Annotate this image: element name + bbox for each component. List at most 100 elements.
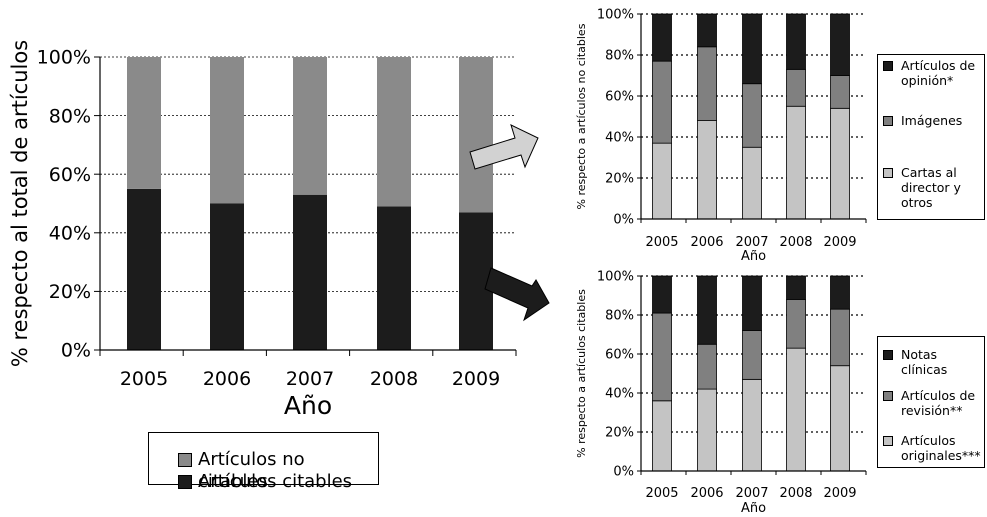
bar-notas-clinicas-2007 (742, 275, 762, 331)
bar-articulos-citables-2006 (210, 203, 244, 350)
y-tick-label: 40% (605, 131, 634, 146)
legend-label: Notas clínicas (901, 347, 948, 377)
y-tick-label: 0% (61, 340, 91, 362)
chart-1: 0% 20% 40% 60% 80% 100% 2005 2006 2007 2008 2009 Añ… (8, 40, 517, 420)
bar-articulos-no-citables-2009 (459, 57, 493, 213)
bar-articulos-originales-2008 (786, 347, 806, 472)
bar-articulos-de-opinion-2007 (742, 13, 762, 85)
legend-swatch (883, 390, 893, 401)
y-tick-label: 60% (49, 164, 91, 186)
x-tick-label: 2008 (779, 486, 812, 501)
x-axis-label: Año (741, 501, 766, 516)
y-tick-label: 0% (613, 465, 634, 480)
legend-label: Artículos citables (198, 471, 353, 492)
y-tick-label: 60% (605, 348, 634, 363)
chart-3: 0% 20% 40% 60% 80% 100% 2005 2006 2007 2008 2009 Añ… (575, 270, 867, 516)
x-tick-label: 2009 (823, 486, 856, 501)
x-tick-label: 2005 (645, 235, 678, 250)
legend-swatch (178, 452, 192, 467)
bar-articulos-de-opinion-2005 (652, 13, 672, 62)
legend-label: Artículos originales*** (901, 433, 981, 463)
x-tick-label: 2006 (690, 235, 723, 250)
bar-articulos-de-revision-2006 (697, 343, 717, 390)
y-tick-label: 100% (597, 270, 634, 285)
arrow-up-right-icon (469, 124, 539, 170)
bar-articulos-citables-2005 (127, 188, 161, 350)
x-tick-label: 2007 (735, 486, 768, 501)
legend-item-articulos-de-revision: Artículos de revisión** (883, 388, 975, 418)
bar-articulos-citables-2007 (293, 194, 327, 350)
bar-notas-clinicas-2008 (786, 275, 806, 300)
bar-notas-clinicas-2005 (652, 275, 672, 314)
bar-articulos-originales-2009 (830, 365, 850, 472)
bar-imagenes-2006 (697, 46, 717, 122)
bar-articulos-de-revision-2007 (742, 330, 762, 380)
bar-imagenes-2009 (830, 75, 850, 109)
bar-articulos-de-opinion-2009 (830, 13, 850, 76)
legend-label: Artículos de opinión* (901, 58, 976, 88)
y-axis-label: % respecto a artículos citables (575, 289, 588, 458)
legend-label: Cartas al director y otros (901, 165, 961, 210)
y-tick-label: 40% (49, 222, 91, 244)
y-tick-label: 80% (605, 49, 634, 64)
y-tick-label: 100% (37, 47, 91, 69)
bar-notas-clinicas-2006 (697, 275, 717, 345)
bar-articulos-de-opinion-2006 (697, 13, 717, 48)
bar-articulos-no-citables-2007 (293, 57, 327, 195)
legend-swatch (178, 474, 192, 489)
x-tick-label: 2009 (452, 368, 500, 390)
x-tick-label: 2009 (823, 235, 856, 250)
bar-imagenes-2007 (742, 83, 762, 148)
legend-item-imagenes: Imágenes (883, 113, 962, 128)
x-axis-label: Año (741, 249, 766, 264)
bar-cartas-al-director-y-otros-2009 (830, 107, 850, 220)
y-axis-label: % respecto al total de artículos (8, 40, 32, 367)
legend-swatch (883, 349, 893, 360)
y-tick-label: 80% (605, 309, 634, 324)
legend-chart-2: Artículos de opinión* Imágenes Cartas al d… (877, 54, 985, 220)
legend-item-articulos-originales: Artículos originales*** (883, 433, 981, 463)
arrows (469, 124, 550, 322)
x-tick-label: 2006 (690, 486, 723, 501)
legend-swatch (883, 435, 893, 446)
x-tick-label: 2005 (645, 486, 678, 501)
legend-label: Imágenes (901, 113, 963, 128)
legend-chart-1: Artículos no citables Artículos citables (148, 432, 379, 492)
legend-item-cartas-al-director-y-otros: Cartas al director y otros (883, 165, 961, 210)
legend-item-articulos-de-opinion: Artículos de opinión* (883, 58, 975, 88)
y-tick-label: 20% (49, 281, 91, 303)
bar-articulos-citables-2008 (377, 206, 411, 350)
bar-cartas-al-director-y-otros-2005 (652, 142, 672, 220)
y-axis-label: % respecto a artículos no citables (575, 23, 588, 209)
legend-swatch (883, 60, 893, 71)
y-tick-label: 60% (605, 90, 634, 105)
bar-articulos-de-revision-2005 (652, 312, 672, 402)
y-tick-label: 20% (605, 426, 634, 441)
bar-articulos-de-revision-2008 (786, 298, 806, 349)
x-tick-label: 2005 (120, 368, 168, 390)
bar-articulos-originales-2007 (742, 378, 762, 472)
x-tick-label: 2006 (203, 368, 251, 390)
legend-item-articulos-no-citables: Artículos no citables (178, 449, 378, 492)
y-tick-label: 20% (605, 172, 634, 187)
bar-articulos-no-citables-2006 (210, 57, 244, 204)
bar-articulos-originales-2005 (652, 400, 672, 472)
bar-imagenes-2008 (786, 68, 806, 107)
y-tick-label: 40% (605, 387, 634, 402)
bar-articulos-de-revision-2009 (830, 308, 850, 367)
bar-cartas-al-director-y-otros-2008 (786, 105, 806, 220)
y-tick-label: 0% (613, 213, 634, 228)
bar-articulos-de-opinion-2008 (786, 13, 806, 70)
x-tick-label: 2007 (735, 235, 768, 250)
bar-articulos-no-citables-2008 (377, 57, 411, 207)
bar-cartas-al-director-y-otros-2007 (742, 146, 762, 220)
legend-item-notas-clinicas: Notas clínicas (883, 347, 984, 377)
legend-swatch (883, 115, 893, 126)
x-tick-label: 2008 (370, 368, 418, 390)
x-axis-label: Año (284, 391, 332, 420)
bar-imagenes-2005 (652, 60, 672, 144)
chart-2: 0% 20% 40% 60% 80% 100% 2005 2006 2007 2008 2009 Añ… (575, 8, 867, 264)
bar-cartas-al-director-y-otros-2006 (697, 120, 717, 220)
